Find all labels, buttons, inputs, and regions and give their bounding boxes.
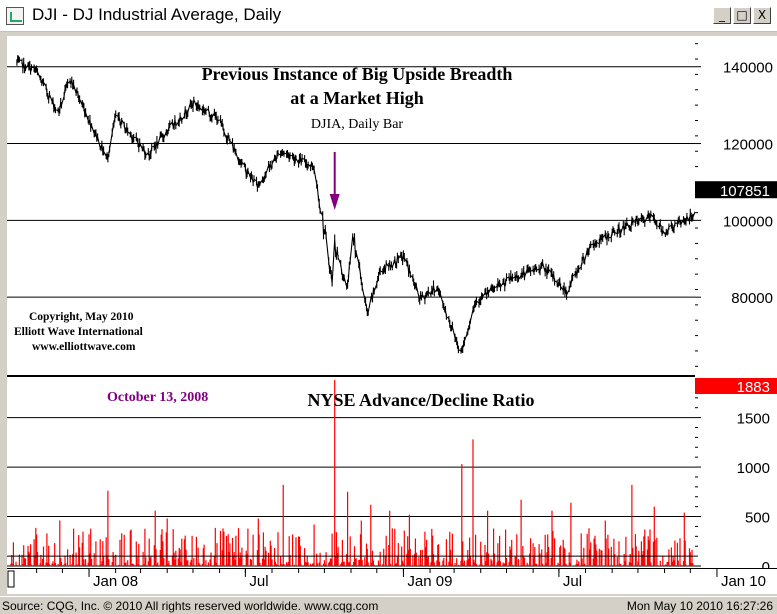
- x-tick-label: Jul: [249, 573, 268, 590]
- close-button[interactable]: X: [753, 7, 771, 24]
- price-tick-label: 100000: [723, 213, 773, 230]
- last-ad-label: 1883: [737, 379, 770, 396]
- status-bar: Source: CQG, Inc. © 2010 All rights rese…: [0, 596, 777, 614]
- price-subtitle: DJIA, Daily Bar: [311, 117, 403, 132]
- price-title-line2: at a Market High: [290, 88, 423, 108]
- breadth-title: NYSE Advance/Decline Ratio: [308, 390, 535, 410]
- title-bar: DJI - DJ Industrial Average, Daily _ □ X: [0, 0, 777, 32]
- last-price-label: 107851: [720, 183, 770, 200]
- price-title-line1: Previous Instance of Big Upside Breadth: [202, 64, 513, 84]
- x-tick-label: Jul: [563, 573, 582, 590]
- last-price-box: [695, 181, 777, 199]
- last-ad-box: [695, 378, 777, 394]
- breadth-tick-label: 1500: [737, 411, 770, 428]
- october-annotation: October 13, 2008: [107, 390, 208, 405]
- price-tick-label: 80000: [731, 290, 773, 307]
- breadth-tick-label: 1000: [737, 460, 770, 477]
- price-tick-label: 120000: [723, 137, 773, 154]
- maximize-button[interactable]: □: [733, 7, 751, 24]
- timestamp-text: Mon May 10 2010 16:27:26: [626, 599, 773, 613]
- y-axis-panel: 80000 100000 120000 140000 107851 0 500 1000 150…: [695, 36, 777, 568]
- scroll-marker: [7, 570, 15, 588]
- x-axis-labels: Jan 08 Jul Jan 09 Jul Jan 10: [7, 569, 766, 590]
- djia-price-series: [16, 55, 695, 354]
- y-axis-labels: 80000 100000 120000 140000 107851 0 500 1000 150…: [695, 43, 777, 568]
- chart-plot-area: Previous Instance of Big Upside Breadth a…: [7, 36, 695, 568]
- copyright-line: www.elliottwave.com: [32, 341, 136, 353]
- ad-ratio-bars: [10, 379, 695, 566]
- copyright-line: Copyright, May 2010: [29, 311, 134, 323]
- window-title: DJI - DJ Industrial Average, Daily: [32, 5, 282, 24]
- x-tick-label: Jan 09: [407, 573, 452, 590]
- copyright-line: Elliott Wave International: [14, 326, 143, 338]
- chart-app-icon: [6, 7, 24, 25]
- x-tick-label: Jan 08: [93, 573, 138, 590]
- minimize-button[interactable]: _: [713, 7, 731, 24]
- price-tick-label: 140000: [723, 60, 773, 77]
- x-tick-label: Jan 10: [721, 573, 766, 590]
- arrow-head: [329, 194, 340, 210]
- x-axis-panel: Jan 08 Jul Jan 09 Jul Jan 10: [7, 568, 777, 594]
- source-text: Source: CQG, Inc. © 2010 All rights rese…: [2, 599, 379, 613]
- breadth-tick-label: 500: [745, 510, 770, 527]
- price-and-breadth-plot: Previous Instance of Big Upside Breadth a…: [7, 55, 695, 567]
- breadth-tick-label: 0: [762, 559, 770, 568]
